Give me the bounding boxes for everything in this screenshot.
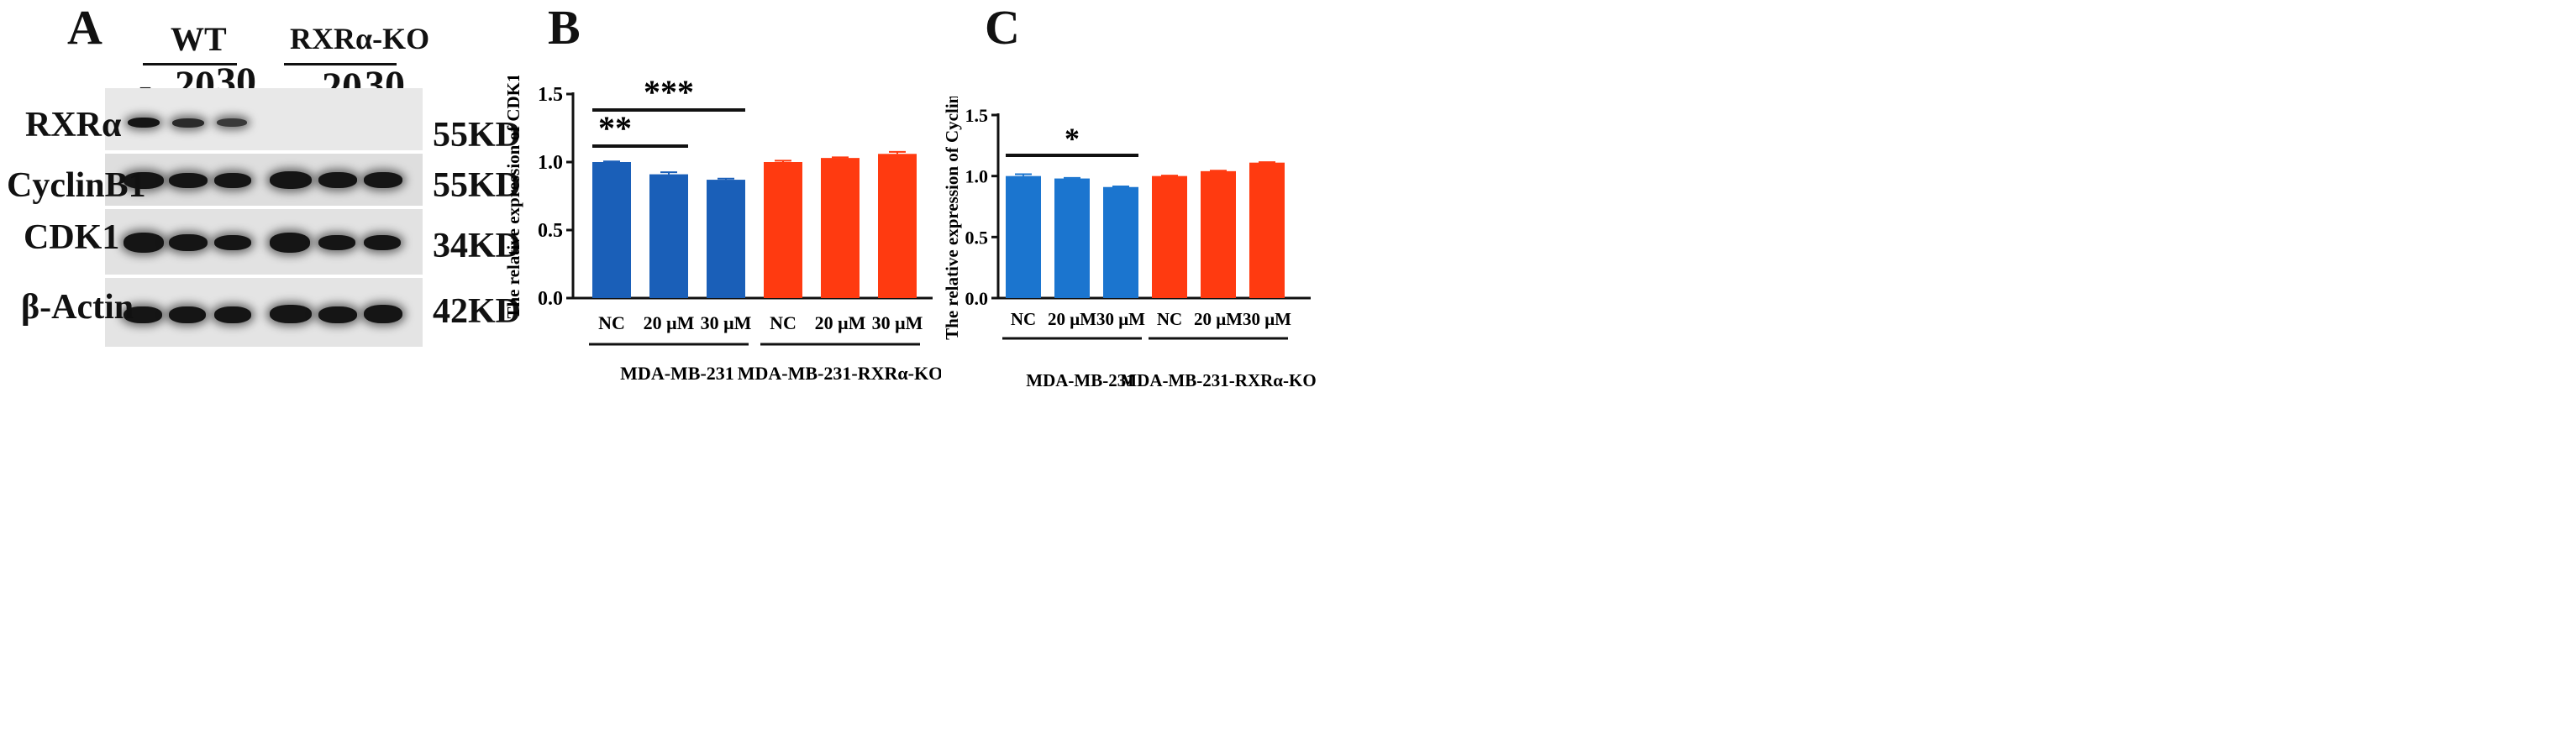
band	[169, 234, 208, 251]
band	[214, 306, 251, 323]
significance-marker: ***	[644, 76, 694, 111]
band	[318, 172, 357, 188]
band	[217, 118, 247, 127]
y-tick-label: 1.5	[965, 105, 989, 126]
bar	[1054, 178, 1090, 298]
band	[172, 118, 204, 128]
band	[318, 306, 357, 323]
blot-strip-cdk1	[105, 209, 423, 275]
band	[214, 235, 251, 250]
chart-cdk1: The relative expression of CDK1 0.0 0.5 1.0…	[504, 76, 941, 384]
group-label: MDA-MB-231	[1026, 370, 1134, 390]
band	[124, 172, 164, 189]
group-label-wt: WT	[171, 20, 227, 58]
group-label-ko: RXRα-KO	[290, 22, 430, 55]
y-axis-label: The relative expression of CDK1	[504, 76, 523, 319]
y-tick-label: 0.0	[538, 288, 563, 310]
bar	[1201, 170, 1236, 298]
blot-strip-rxra	[105, 88, 423, 150]
band	[270, 171, 312, 189]
y-tick-label: 0.0	[965, 288, 989, 309]
group-line-wt	[143, 63, 237, 65]
size-label-cyclinb1: 55KD	[433, 166, 521, 205]
x-tick-label: NC	[598, 312, 625, 333]
blot-strip-cyclinb1	[105, 154, 423, 206]
x-tick-label: 20 μM	[815, 312, 866, 333]
significance-marker: **	[598, 109, 632, 147]
size-label-actin: 42KD	[433, 292, 521, 331]
group-label: MDA-MB-231-RXRα-KO	[1120, 370, 1316, 390]
x-tick-label: 20 μM	[1048, 309, 1096, 329]
x-tick-label: 30 μM	[872, 312, 923, 333]
band	[169, 306, 206, 323]
blot-area	[105, 88, 423, 347]
size-label-rxra: 55KD	[433, 116, 521, 154]
y-tick-label: 1.0	[965, 166, 989, 187]
protein-label-cdk1: CDK1	[24, 218, 120, 257]
bar	[1249, 162, 1285, 298]
y-tick-label: 1.0	[538, 152, 563, 174]
x-tick-label: NC	[1011, 309, 1036, 329]
bar	[649, 174, 688, 298]
band	[169, 173, 208, 188]
band	[270, 305, 312, 323]
group-line-ko	[284, 63, 397, 65]
bar	[1152, 175, 1187, 298]
band	[364, 305, 402, 323]
band	[214, 173, 251, 188]
x-tick-label: NC	[1157, 309, 1182, 329]
bar	[764, 162, 802, 298]
chart-cyclinb1: The relative expression of CyclinB1 0.0 0.…	[942, 97, 1317, 390]
blot-strip-actin	[105, 278, 423, 347]
x-tick-label: 30 μM	[1096, 309, 1145, 329]
band	[318, 235, 355, 250]
group-label: MDA-MB-231	[620, 363, 734, 384]
protein-label-actin: β-Actin	[21, 288, 134, 327]
panel-c-label: C	[985, 0, 1020, 55]
x-tick-label: 20 μM	[1194, 309, 1243, 329]
x-tick-label: 30 μM	[1243, 309, 1291, 329]
panel-a-label: A	[67, 0, 103, 55]
significance-marker: *	[1065, 122, 1080, 155]
panel-b-label: B	[548, 0, 581, 55]
y-tick-label: 0.5	[538, 220, 563, 242]
band	[364, 235, 401, 250]
protein-label-rxra: RXRα	[25, 106, 122, 144]
protein-label-cyclinb1: CyclinB1	[7, 166, 146, 205]
x-tick-label: 30 μM	[701, 312, 752, 333]
x-tick-label: NC	[770, 312, 796, 333]
band	[270, 233, 310, 253]
y-axis-label: The relative expression of CyclinB1	[942, 97, 962, 340]
x-tick-label: 20 μM	[644, 312, 695, 333]
y-tick-label: 0.5	[965, 227, 989, 248]
bar	[1103, 186, 1138, 298]
band	[364, 172, 402, 188]
band	[124, 233, 164, 253]
bar	[592, 162, 631, 298]
y-tick-label: 1.5	[538, 84, 563, 106]
group-label: MDA-MB-231-RXRα-KO	[738, 363, 941, 384]
bar	[821, 158, 860, 298]
bar	[707, 180, 745, 298]
bar	[1006, 175, 1041, 298]
band	[128, 118, 160, 128]
band	[124, 306, 162, 323]
size-label-cdk1: 34KD	[433, 227, 521, 265]
bar	[878, 154, 917, 298]
